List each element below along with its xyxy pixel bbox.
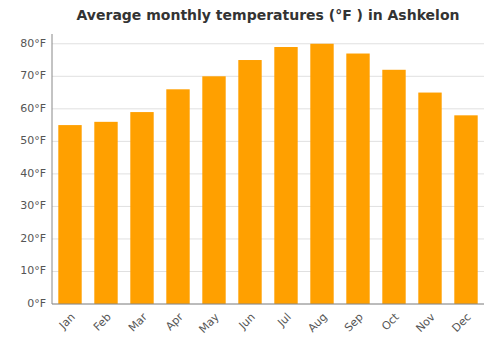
x-tick-label: Aug xyxy=(305,311,329,335)
x-tick-label: Nov xyxy=(413,310,438,335)
y-tick-label: 10°F xyxy=(20,264,46,277)
grid-line xyxy=(52,304,484,305)
bar xyxy=(94,122,117,304)
title: Average monthly temperatures (°F ) in As… xyxy=(77,7,460,23)
y-axis-ticks: 0°F 10°F 20°F 30°F 40°F 50°F 60°F 70°F 80°F xyxy=(20,37,46,310)
bar xyxy=(382,70,405,304)
y-tick-label: 30°F xyxy=(20,199,46,212)
bar xyxy=(130,112,153,304)
bars xyxy=(58,44,477,304)
bar xyxy=(202,76,225,304)
grid xyxy=(52,44,484,304)
x-tick-label: Mar xyxy=(126,310,150,334)
y-tick-label: 50°F xyxy=(20,134,46,147)
x-tick-label: Feb xyxy=(91,311,114,334)
y-tick-label: 70°F xyxy=(20,69,46,82)
bar xyxy=(58,125,81,304)
chart: 0°F 10°F 20°F 30°F 40°F 50°F 60°F 70°F 80°F Jan Fe… xyxy=(0,0,500,350)
y-axis-line xyxy=(52,34,53,304)
grid-line xyxy=(52,43,484,44)
bar xyxy=(274,47,297,304)
bar xyxy=(418,93,441,304)
x-tick-label: May xyxy=(196,310,222,336)
x-tick-label: Jul xyxy=(274,311,293,330)
bar xyxy=(238,60,261,304)
y-tick-label: 40°F xyxy=(20,167,46,180)
x-axis-ticks: Jan Feb Mar Apr May Jun Jul Aug Sep Oct Nov Dec xyxy=(56,310,474,336)
y-tick-label: 0°F xyxy=(27,297,46,310)
chart-container: 0°F 10°F 20°F 30°F 40°F 50°F 60°F 70°F 80°F Jan Fe… xyxy=(0,0,500,350)
bar xyxy=(166,89,189,304)
x-tick-label: Jan xyxy=(56,311,78,333)
bar xyxy=(346,54,369,304)
x-tick-label: Sep xyxy=(342,311,366,335)
x-tick-label: Dec xyxy=(450,311,474,335)
y-tick-label: 20°F xyxy=(20,232,46,245)
y-tick-label: 60°F xyxy=(20,102,46,115)
x-tick-label: Jun xyxy=(236,311,258,333)
bar xyxy=(310,44,333,304)
x-axis-line xyxy=(52,304,484,305)
x-tick-label: Apr xyxy=(163,310,186,333)
grid-line xyxy=(52,76,484,77)
bar xyxy=(454,115,477,304)
x-tick-label: Oct xyxy=(379,310,402,333)
y-tick-label: 80°F xyxy=(20,37,46,50)
